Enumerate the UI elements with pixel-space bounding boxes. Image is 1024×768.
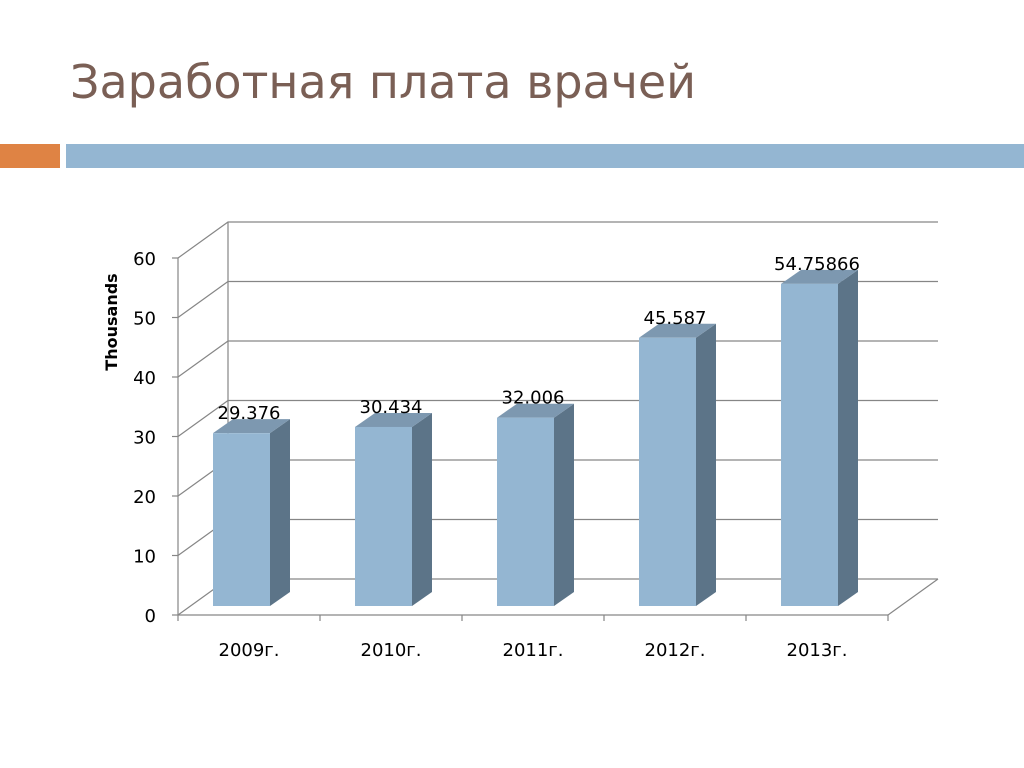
x-tick-label: 2013г. (787, 640, 848, 661)
bar (213, 433, 270, 606)
x-tick-label: 2010г. (361, 640, 422, 661)
bar-side (838, 269, 858, 606)
gridline (177, 221, 938, 259)
floor-edge (887, 578, 939, 616)
chart-axes (172, 222, 939, 621)
bar-side (696, 323, 716, 606)
bar (355, 426, 412, 606)
bar-side (412, 412, 432, 606)
bar-side (554, 403, 574, 606)
y-tick-label: 40 (133, 368, 156, 389)
y-axis-title: Thousands (102, 273, 121, 370)
bar-top (355, 412, 432, 427)
chart-bars (213, 269, 858, 606)
x-tick-label: 2011г. (503, 640, 564, 661)
slide-title: Заработная плата врачей (70, 55, 697, 109)
bar-top (497, 403, 574, 418)
bar (497, 417, 554, 606)
bar-top (213, 419, 290, 434)
data-label: 32.006 (502, 388, 565, 409)
y-tick-label: 10 (133, 547, 156, 568)
y-tick-label: 50 (133, 309, 156, 330)
title-accent-bar (0, 144, 60, 168)
data-label: 29.376 (218, 403, 281, 424)
data-label: 45.587 (644, 308, 707, 329)
chart-labels: 0 10 20 30 40 50 60 2009г. 29.376 2010г. 30.434 201… (133, 249, 860, 661)
bar (781, 283, 838, 606)
data-label: 54.75866 (774, 254, 860, 275)
data-label: 30.434 (360, 397, 423, 418)
bar (639, 337, 696, 606)
bar-side (270, 419, 290, 606)
bar-top (639, 323, 716, 338)
bar-top (781, 269, 858, 284)
x-tick-label: 2012г. (645, 640, 706, 661)
y-tick-label: 0 (145, 606, 156, 627)
x-tick-label: 2009г. (219, 640, 280, 661)
y-tick-label: 20 (133, 487, 156, 508)
y-tick-label: 30 (133, 428, 156, 449)
y-tick-label: 60 (133, 249, 156, 270)
title-rule-bar (66, 144, 1024, 168)
